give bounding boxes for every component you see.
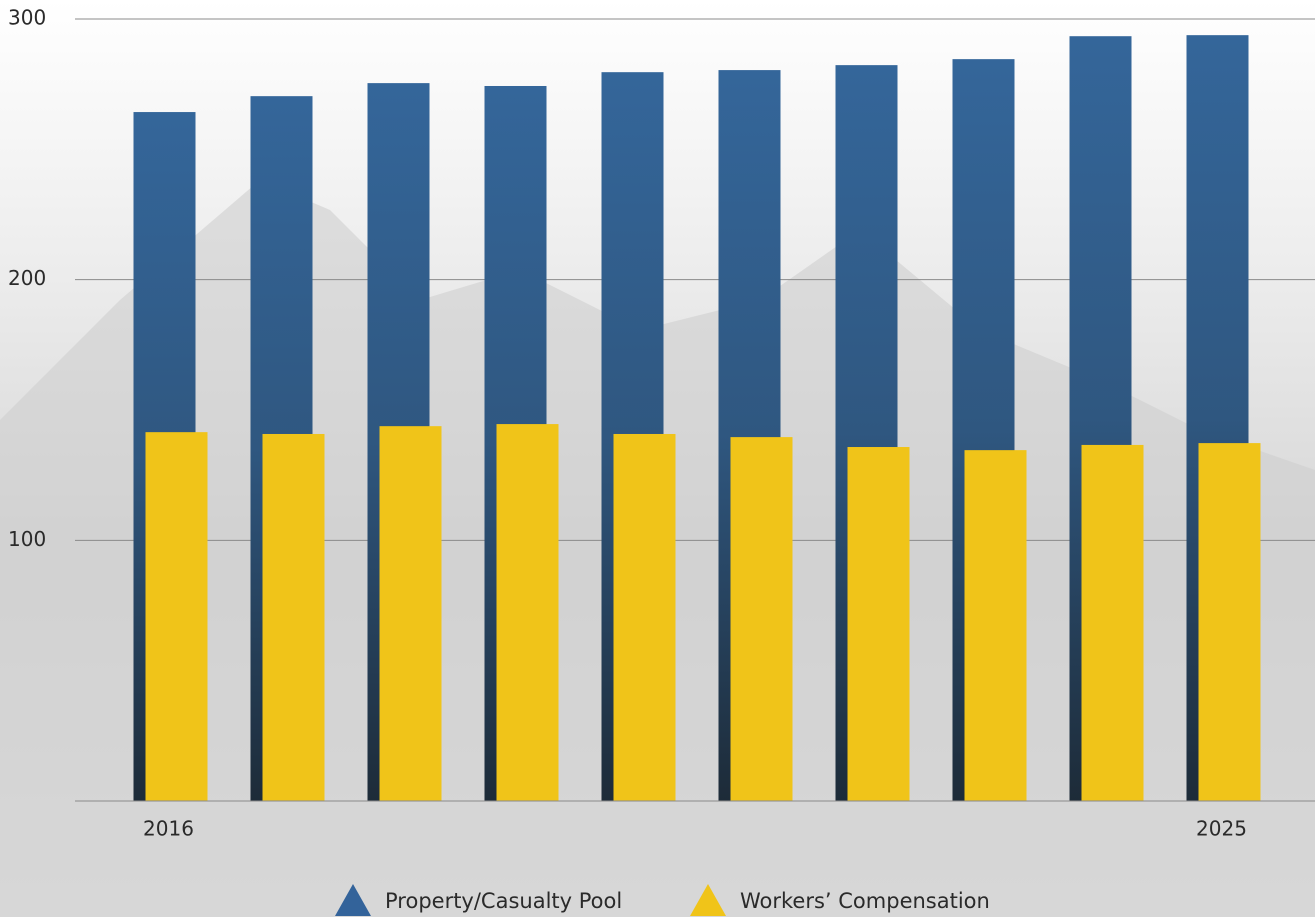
y-tick-label: 100 <box>8 527 46 551</box>
legend-marker <box>335 884 371 916</box>
bar <box>145 432 208 801</box>
legend-label: Workers’ Compensation <box>740 889 990 913</box>
bar <box>262 433 325 801</box>
bar <box>964 450 1027 801</box>
legend-label: Property/Casualty Pool <box>385 889 622 913</box>
bar <box>379 426 442 801</box>
x-tick-label: 2016 <box>143 817 194 841</box>
bar <box>847 447 910 801</box>
y-tick-label: 200 <box>8 266 46 290</box>
bar <box>1198 443 1261 801</box>
bar <box>1081 444 1144 801</box>
bar <box>730 437 793 801</box>
legend: Property/Casualty Pool Workers’ Compensat… <box>335 884 990 916</box>
legend-marker <box>690 884 726 916</box>
bar <box>613 433 676 801</box>
bar <box>496 424 559 801</box>
x-tick-label: 2025 <box>1196 817 1247 841</box>
y-tick-label: 300 <box>8 6 46 30</box>
